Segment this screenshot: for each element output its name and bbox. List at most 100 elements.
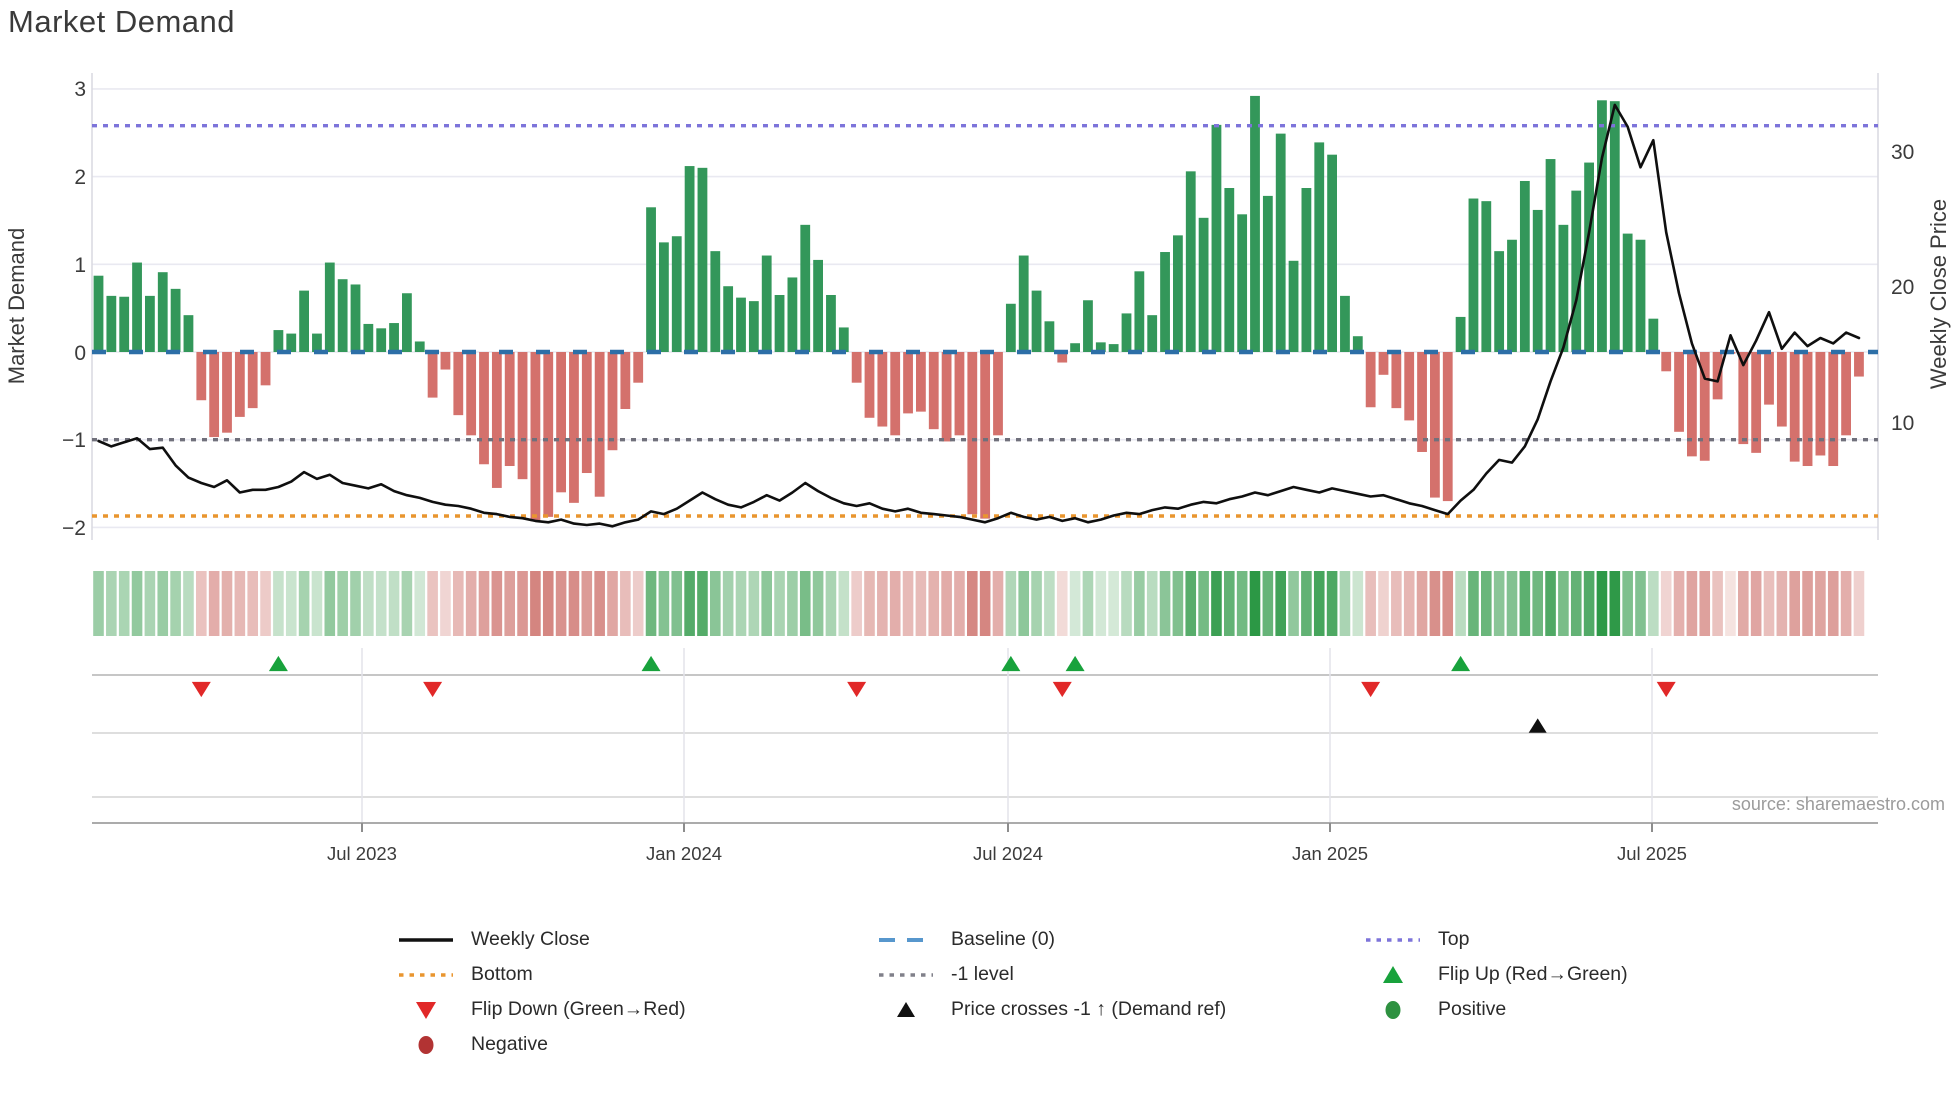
heatmap-cell [645,571,657,636]
legend-swatch [399,972,453,977]
heatmap-cell [234,571,246,636]
heatmap-cell [1776,571,1788,636]
legend-label: Bottom [471,963,533,985]
demand-bar [324,262,335,352]
flip-up-icon [1383,965,1403,983]
heatmap-cell [1763,571,1775,636]
demand-bar [903,352,913,414]
demand-bar [389,323,399,352]
heatmap-cell [594,571,605,636]
demand-bar [106,295,117,352]
y-left-tick-3: 3 [74,78,86,101]
heatmap-cell [1506,571,1518,636]
heatmap-cell [440,571,451,636]
demand-bar [119,296,130,352]
heatmap-cell [1313,571,1325,636]
heatmap-cell [877,571,888,636]
heatmap-cell [722,571,734,636]
flip-down-marker [191,681,211,698]
heatmap-cell [1326,571,1338,636]
heatmap-cell [1545,571,1556,636]
legend-label: Weekly Close [471,928,590,950]
demand-bar [1224,188,1235,352]
heatmap-cell [427,571,438,636]
demand-bar [1841,352,1851,436]
demand-bar [684,166,695,352]
price-cross-icon [897,1001,915,1017]
demand-bar [1738,352,1749,445]
heatmap-cell [1622,571,1633,636]
heatmap-cell [221,571,233,636]
heatmap-cell [93,571,104,636]
demand-bar [247,352,258,409]
legend-swatch [879,937,933,942]
legend-item-negative: Negative [397,1033,877,1056]
demand-bar [517,352,528,480]
demand-bar [1378,352,1389,375]
positive-dot-icon [1385,1000,1401,1019]
legend-label: Flip Down (Green→Red) [471,998,686,1020]
legend-swatch [1383,965,1403,983]
demand-bar [286,333,297,352]
demand-bar [132,262,142,352]
heatmap-cell [247,571,258,636]
heatmap-cell [1378,571,1389,636]
heatmap-cell [915,571,927,636]
heatmap-cell [183,571,194,636]
heatmap-cell [1660,571,1672,636]
flip-down-marker [423,681,443,698]
demand-bar [1776,352,1787,427]
demand-bar [761,255,772,352]
heatmap-cell [1044,571,1055,636]
heatmap-cell [1352,571,1364,636]
demand-bar [1031,290,1042,352]
heatmap-cell [1069,571,1081,636]
demand-bar [222,352,232,433]
y-left-tick-0: 0 [74,342,86,365]
heatmap-cell [1468,571,1479,636]
demand-bar [1674,352,1684,432]
heatmap-cell [812,571,824,636]
demand-bar [1070,343,1080,352]
legend-swatch [399,937,453,942]
legend-label: Negative [471,1033,548,1055]
demand-bar [1288,260,1299,352]
heatmap-cell [889,571,901,636]
demand-bar [1764,352,1774,405]
heatmap-cell [1236,571,1248,636]
demand-bar [337,279,348,352]
heatmap-cell [1673,571,1685,636]
demand-bar [1571,190,1582,352]
demand-bar [350,284,361,352]
legend-label: -1 level [951,963,1014,985]
heatmap-cell [478,571,490,636]
demand-bar [864,352,875,418]
y-right-axis-label: Weekly Close Price [1926,199,1951,389]
demand-bar [1134,271,1145,352]
demand-bar [1854,352,1864,377]
demand-bar [1365,352,1376,408]
heatmap-cell [131,571,143,636]
heatmap-cell [1031,571,1042,636]
demand-bar [1622,233,1633,352]
demand-bar [1661,352,1672,372]
heatmap-cell [517,571,528,636]
heatmap-cell [1455,571,1466,636]
legend-swatch [1385,1000,1401,1019]
heatmap-cell [787,571,798,636]
demand-bar [1160,252,1170,352]
price-cross-marker [1528,718,1547,733]
heatmap-cell [1339,571,1351,636]
legend-item-1-level: -1 level [877,963,1364,986]
demand-bar [1147,315,1158,352]
chart-legend: Weekly Close Baseline (0) Top Bottom -1 leve… [397,922,1864,1062]
demand-bar [1095,342,1106,352]
legend-label: Top [1438,928,1470,950]
heatmap-cell [607,571,618,636]
demand-bar [1121,313,1132,352]
demand-bar [1468,198,1479,352]
demand-bar [569,352,579,503]
heatmap-cell [530,571,541,636]
legend-item-flip-down-green-red: Flip Down (Green→Red) [397,998,877,1021]
demand-bar [1430,352,1440,498]
